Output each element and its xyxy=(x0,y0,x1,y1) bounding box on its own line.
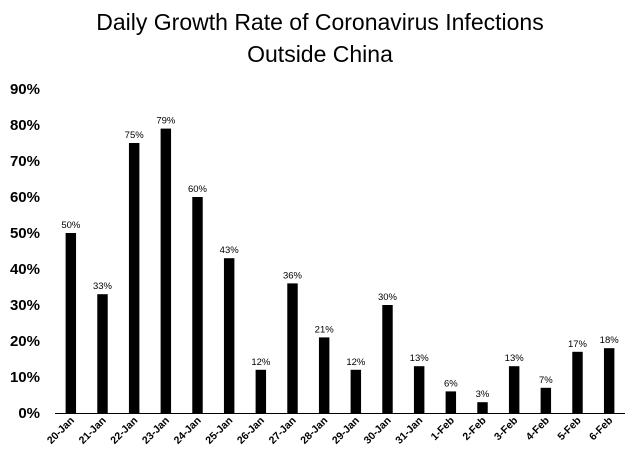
x-tick-label: 21-Jan xyxy=(77,415,109,447)
bar-23-Jan xyxy=(160,128,172,413)
bar-27-Jan xyxy=(287,283,298,413)
bar-3-Feb xyxy=(508,366,520,413)
x-tick-label: 30-Jan xyxy=(362,415,394,447)
y-tick-label: 90% xyxy=(10,81,40,98)
data-label: 6% xyxy=(444,378,458,389)
data-label: 43% xyxy=(220,245,240,256)
data-label: 75% xyxy=(125,130,145,141)
x-tick-label: 1-Feb xyxy=(429,415,457,443)
chart-title-line-2: Outside China xyxy=(247,41,393,67)
bar-21-Jan xyxy=(97,294,108,413)
bar-2-Feb xyxy=(477,402,488,413)
data-label: 21% xyxy=(315,324,335,335)
data-label: 60% xyxy=(188,184,208,195)
bar-6-Feb xyxy=(603,348,615,413)
bar-4-Feb xyxy=(540,387,552,413)
bar-5-Feb xyxy=(572,351,583,413)
x-tick-label: 5-Feb xyxy=(555,415,583,443)
data-label: 17% xyxy=(568,339,588,350)
y-tick-label: 70% xyxy=(10,153,40,170)
bar-31-Jan xyxy=(413,366,425,413)
x-tick-label: 26-Jan xyxy=(235,415,267,447)
x-tick-label: 3-Feb xyxy=(492,415,520,443)
x-tick-label: 20-Jan xyxy=(45,415,77,447)
x-tick-label: 23-Jan xyxy=(140,415,172,447)
bar-26-Jan xyxy=(255,369,267,413)
y-tick-label: 40% xyxy=(10,261,40,278)
y-tick-label: 60% xyxy=(10,189,40,206)
data-label: 33% xyxy=(93,281,113,292)
data-label: 7% xyxy=(539,375,553,386)
bar-25-Jan xyxy=(223,258,235,413)
data-label: 36% xyxy=(283,270,303,281)
data-label: 50% xyxy=(61,220,81,231)
x-tick-label: 2-Feb xyxy=(460,415,488,443)
bar-24-Jan xyxy=(192,197,203,413)
x-tick-label: 22-Jan xyxy=(108,415,140,447)
data-label: 12% xyxy=(346,357,366,368)
x-tick-label: 25-Jan xyxy=(203,415,235,447)
bar-30-Jan xyxy=(382,305,393,413)
y-tick-label: 10% xyxy=(10,369,40,386)
x-tick-label: 31-Jan xyxy=(393,415,425,447)
data-label: 13% xyxy=(505,353,525,364)
x-tick-label: 27-Jan xyxy=(267,415,299,447)
bar-1-Feb xyxy=(445,391,457,413)
bar-20-Jan xyxy=(65,233,77,413)
chart-title-line-1: Daily Growth Rate of Coronavirus Infecti… xyxy=(96,9,544,35)
bar-29-Jan xyxy=(350,369,362,413)
y-tick-label: 80% xyxy=(10,117,40,134)
bar-22-Jan xyxy=(128,143,140,413)
y-tick-label: 0% xyxy=(18,405,40,422)
data-label: 18% xyxy=(600,335,620,346)
data-label: 79% xyxy=(156,116,176,127)
bar-28-Jan xyxy=(318,337,330,413)
x-tick-label: 29-Jan xyxy=(330,415,362,447)
y-tick-label: 30% xyxy=(10,297,40,314)
x-tick-label: 4-Feb xyxy=(524,415,552,443)
data-label: 3% xyxy=(476,389,490,400)
x-tick-label: 24-Jan xyxy=(172,415,204,447)
data-label: 13% xyxy=(410,353,430,364)
y-tick-label: 20% xyxy=(10,333,40,350)
data-label: 30% xyxy=(378,292,398,303)
chart-title: Daily Growth Rate of Coronavirus Infecti… xyxy=(0,6,640,70)
data-label: 12% xyxy=(251,357,271,368)
x-tick-label: 28-Jan xyxy=(298,415,330,447)
y-tick-label: 50% xyxy=(10,225,40,242)
x-tick-label: 6-Feb xyxy=(587,415,615,443)
